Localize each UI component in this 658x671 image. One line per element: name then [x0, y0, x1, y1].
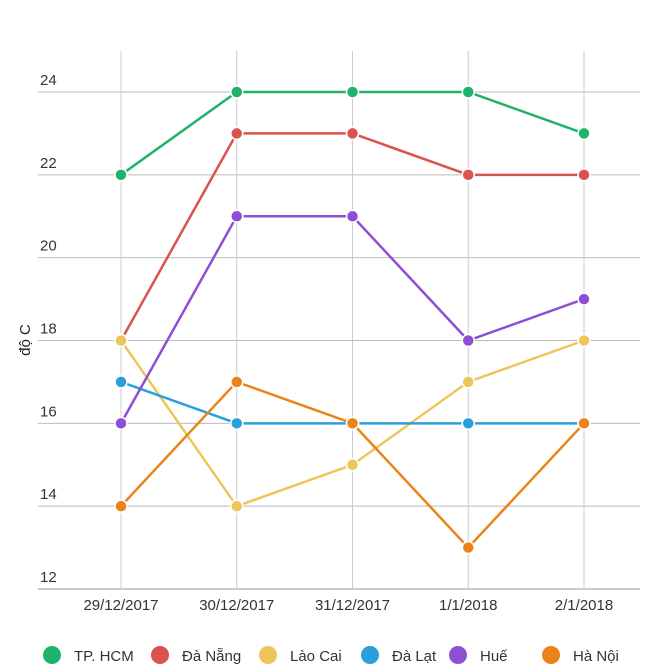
data-point [461, 85, 475, 99]
data-point [461, 540, 475, 555]
data-point [114, 375, 128, 389]
y-tick-label: 18 [40, 321, 57, 338]
x-tick-label: 1/1/2018 [439, 597, 497, 614]
x-tick-label: 29/12/2017 [83, 597, 158, 614]
x-axis-ticks: 29/12/2017 30/12/2017 31/12/2017 1/1/2018 2/… [83, 597, 613, 614]
legend-label: Đà Nẵng [182, 648, 241, 665]
series-5 [114, 375, 591, 555]
y-axis-ticks: 12 14 16 18 20 22 24 [40, 72, 57, 586]
y-tick-label: 22 [40, 155, 57, 172]
data-point [230, 209, 244, 223]
series-0 [114, 85, 591, 182]
y-tick-label: 24 [40, 72, 57, 89]
legend-item: Hà Nội [542, 646, 619, 665]
data-point [114, 416, 128, 431]
legend-swatch-icon [43, 646, 61, 664]
y-axis-label: độ C [17, 324, 34, 356]
y-tick-label: 12 [40, 569, 57, 586]
series-4 [114, 209, 591, 431]
data-point [114, 333, 128, 348]
series-group [114, 85, 591, 555]
legend-label: Lào Cai [290, 648, 342, 665]
data-point [230, 499, 244, 513]
legend-swatch-icon [542, 646, 560, 664]
legend-item: TP. HCM [43, 646, 134, 665]
data-point [461, 333, 475, 348]
legend-item: Huế [449, 646, 508, 665]
y-tick-label: 14 [40, 486, 57, 503]
legend-item: Lào Cai [259, 646, 342, 665]
legend-swatch-icon [361, 646, 379, 664]
data-point [577, 333, 591, 348]
data-point [577, 168, 591, 182]
y-tick-label: 16 [40, 403, 57, 420]
data-point [345, 209, 360, 223]
data-point [461, 416, 475, 431]
data-point [230, 126, 244, 141]
data-point [577, 126, 591, 141]
x-tick-label: 2/1/2018 [555, 597, 613, 614]
data-point [345, 126, 360, 141]
legend-label: Hà Nội [573, 648, 619, 665]
data-point [461, 168, 475, 182]
series-2 [114, 333, 591, 513]
x-tick-label: 31/12/2017 [315, 597, 390, 614]
legend-item: Đà Lạt [361, 646, 437, 665]
legend-label: Huế [480, 648, 508, 665]
data-point [345, 458, 360, 472]
data-point [230, 416, 244, 431]
data-point [577, 416, 591, 431]
legend: TP. HCM Đà Nẵng Lào Cai Đà Lạt Huế Hà Nội [43, 646, 619, 665]
legend-swatch-icon [151, 646, 169, 664]
data-point [345, 85, 360, 99]
legend-label: TP. HCM [74, 648, 134, 665]
data-point [114, 499, 128, 513]
data-point [114, 168, 128, 182]
gridlines [38, 51, 640, 590]
legend-swatch-icon [259, 646, 277, 664]
data-point [461, 375, 475, 389]
x-tick-label: 30/12/2017 [199, 597, 274, 614]
data-point [345, 416, 360, 431]
data-point [230, 85, 244, 99]
data-point [230, 375, 244, 389]
legend-swatch-icon [449, 646, 467, 664]
data-point [577, 292, 591, 306]
legend-label: Đà Lạt [392, 648, 437, 665]
legend-item: Đà Nẵng [151, 646, 241, 665]
y-tick-label: 20 [40, 238, 57, 255]
